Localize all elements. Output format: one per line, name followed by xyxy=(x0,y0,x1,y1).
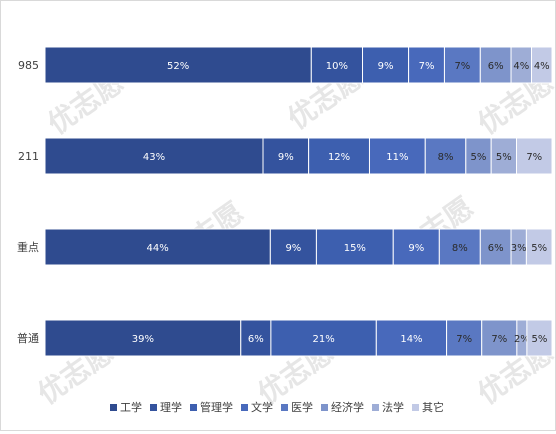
data-label: 8% xyxy=(452,243,468,254)
data-label: 9% xyxy=(285,243,301,254)
legend-swatch xyxy=(150,404,157,411)
data-label: 5% xyxy=(496,152,512,163)
bar-segment xyxy=(446,319,483,357)
legend-swatch xyxy=(110,404,117,411)
legend-label: 文学 xyxy=(251,400,273,414)
data-label: 4% xyxy=(513,61,529,72)
bars-layer: 52% 10% 9% 7% 7% 6% 4% 4% 43% 9% 12% 11% 8% 5% 5% 7% 44%… xyxy=(44,46,553,357)
bar-segment xyxy=(525,228,553,266)
legend: 工学 理学 管理学 文学 医学 经济学 法学 其它 xyxy=(110,400,444,414)
legend-swatch xyxy=(372,404,379,411)
data-label: 9% xyxy=(278,152,294,163)
bar-segment xyxy=(308,137,370,175)
data-label: 5% xyxy=(531,243,547,254)
data-label: 15% xyxy=(344,243,366,254)
bar-segment xyxy=(44,319,242,357)
data-label: 5% xyxy=(471,152,487,163)
data-label: 9% xyxy=(378,61,394,72)
bar-segment xyxy=(481,319,518,357)
bar-segment xyxy=(362,46,410,84)
legend-label: 管理学 xyxy=(200,400,233,414)
category-label: 985 xyxy=(18,59,39,72)
bar-segment xyxy=(490,137,518,175)
data-label: 7% xyxy=(419,61,435,72)
legend-label: 其它 xyxy=(422,400,444,414)
bar-segment xyxy=(438,228,481,266)
legend-label: 工学 xyxy=(120,400,142,414)
bar-segment xyxy=(424,137,467,175)
bar-segment xyxy=(408,46,445,84)
bar-segment xyxy=(479,228,512,266)
data-label: 14% xyxy=(400,334,422,345)
data-label: 6% xyxy=(248,334,264,345)
data-label: 43% xyxy=(143,152,165,163)
legend-label: 医学 xyxy=(291,400,313,414)
data-label: 44% xyxy=(147,243,169,254)
legend-label: 经济学 xyxy=(331,400,364,414)
bar-segment xyxy=(368,137,426,175)
data-label: 7% xyxy=(456,334,472,345)
bar-segment xyxy=(526,319,553,357)
legend-label: 理学 xyxy=(160,400,182,414)
bar-segment xyxy=(516,137,553,175)
data-label: 7% xyxy=(491,334,507,345)
data-label: 11% xyxy=(386,152,408,163)
legend-swatch xyxy=(190,404,197,411)
bar-segment xyxy=(262,137,310,175)
bar-segment xyxy=(443,46,481,84)
data-label: 4% xyxy=(534,61,550,72)
data-label: 10% xyxy=(326,61,348,72)
bar-segment xyxy=(531,46,553,84)
bar-segment xyxy=(465,137,492,175)
category-label: 普通 xyxy=(17,331,39,345)
data-label: 7% xyxy=(526,152,542,163)
legend-swatch xyxy=(241,404,248,411)
data-label: 39% xyxy=(132,334,154,345)
bar-segment xyxy=(269,228,317,266)
bar-segment xyxy=(44,228,271,266)
bar-segment xyxy=(44,137,264,175)
data-label: 52% xyxy=(167,61,189,72)
bar-segment xyxy=(479,46,512,84)
bar-segment xyxy=(240,319,272,357)
data-label: 5% xyxy=(532,334,548,345)
data-label: 9% xyxy=(408,243,424,254)
bar-segment xyxy=(44,46,312,84)
legend-swatch xyxy=(412,404,419,411)
data-label: 12% xyxy=(328,152,350,163)
category-label: 211 xyxy=(18,150,39,163)
category-label: 重点 xyxy=(17,240,39,254)
bar-segment xyxy=(310,46,364,84)
data-label: 6% xyxy=(488,243,504,254)
legend-swatch xyxy=(321,404,328,411)
bar-segment xyxy=(270,319,377,357)
data-label: 2% xyxy=(514,334,530,345)
data-label: 6% xyxy=(488,61,504,72)
data-label: 3% xyxy=(511,243,527,254)
data-label: 7% xyxy=(454,61,470,72)
legend-swatch xyxy=(281,404,288,411)
data-label: 21% xyxy=(312,334,334,345)
legend-label: 法学 xyxy=(382,400,404,414)
data-label: 8% xyxy=(438,152,454,163)
